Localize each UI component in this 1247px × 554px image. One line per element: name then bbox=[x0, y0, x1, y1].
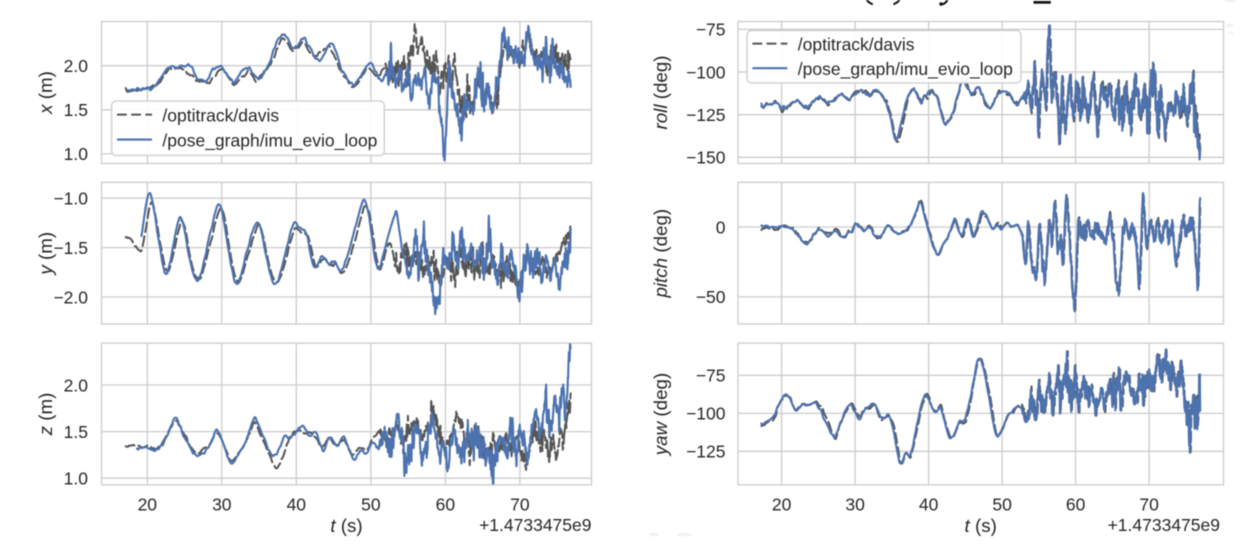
svg-text:roll (deg): roll (deg) bbox=[650, 55, 671, 129]
svg-text:−50: −50 bbox=[696, 287, 726, 307]
svg-text:−2.0: −2.0 bbox=[53, 287, 88, 307]
svg-text:yaw (deg): yaw (deg) bbox=[650, 373, 671, 457]
svg-text:40: 40 bbox=[287, 494, 307, 514]
svg-text:50: 50 bbox=[361, 494, 381, 514]
svg-text:20: 20 bbox=[772, 494, 792, 514]
svg-text:t (s): t (s) bbox=[965, 515, 997, 536]
svg-text:+1.4733475e9: +1.4733475e9 bbox=[1108, 515, 1220, 535]
svg-text:−1.5: −1.5 bbox=[53, 238, 88, 258]
svg-text:z (m): z (m) bbox=[35, 393, 56, 437]
svg-text:/optitrack/davis: /optitrack/davis bbox=[162, 106, 279, 126]
svg-text:−1.0: −1.0 bbox=[53, 189, 88, 209]
svg-text:+1.4733475e9: +1.4733475e9 bbox=[479, 515, 591, 535]
svg-text:/optitrack/davis: /optitrack/davis bbox=[798, 35, 915, 55]
svg-text:20: 20 bbox=[138, 494, 158, 514]
svg-text:2.0: 2.0 bbox=[64, 375, 89, 395]
svg-text:x (m): x (m) bbox=[35, 71, 56, 115]
svg-text:60: 60 bbox=[1066, 494, 1086, 514]
svg-text:−125: −125 bbox=[686, 105, 725, 125]
svg-text:t (s): t (s) bbox=[330, 515, 362, 536]
svg-text:−150: −150 bbox=[686, 148, 726, 168]
svg-text:1.0: 1.0 bbox=[64, 469, 89, 489]
svg-text:−75: −75 bbox=[696, 20, 726, 40]
svg-text:−75: −75 bbox=[696, 366, 726, 386]
svg-text:−100: −100 bbox=[686, 404, 726, 424]
svg-text:2.0: 2.0 bbox=[64, 56, 89, 76]
svg-text:1.0: 1.0 bbox=[64, 144, 89, 164]
svg-text:60: 60 bbox=[436, 494, 456, 514]
svg-text:/pose_graph/imu_evio_loop: /pose_graph/imu_evio_loop bbox=[162, 131, 377, 152]
svg-text:50: 50 bbox=[992, 494, 1012, 514]
svg-text:1.5: 1.5 bbox=[64, 422, 88, 442]
svg-text:0: 0 bbox=[716, 217, 726, 237]
svg-text:y (m): y (m) bbox=[35, 232, 56, 277]
svg-text:/pose_graph/imu_evio_loop: /pose_graph/imu_evio_loop bbox=[798, 59, 1013, 80]
svg-text:30: 30 bbox=[845, 494, 865, 514]
svg-text:−125: −125 bbox=[686, 442, 725, 462]
svg-text:pitch (deg): pitch (deg) bbox=[650, 209, 671, 299]
svg-text:70: 70 bbox=[510, 494, 530, 514]
svg-text:−100: −100 bbox=[686, 62, 726, 82]
svg-text:70: 70 bbox=[1139, 494, 1159, 514]
svg-text:40: 40 bbox=[919, 494, 939, 514]
svg-text:30: 30 bbox=[212, 494, 232, 514]
svg-text:1.5: 1.5 bbox=[64, 100, 88, 120]
